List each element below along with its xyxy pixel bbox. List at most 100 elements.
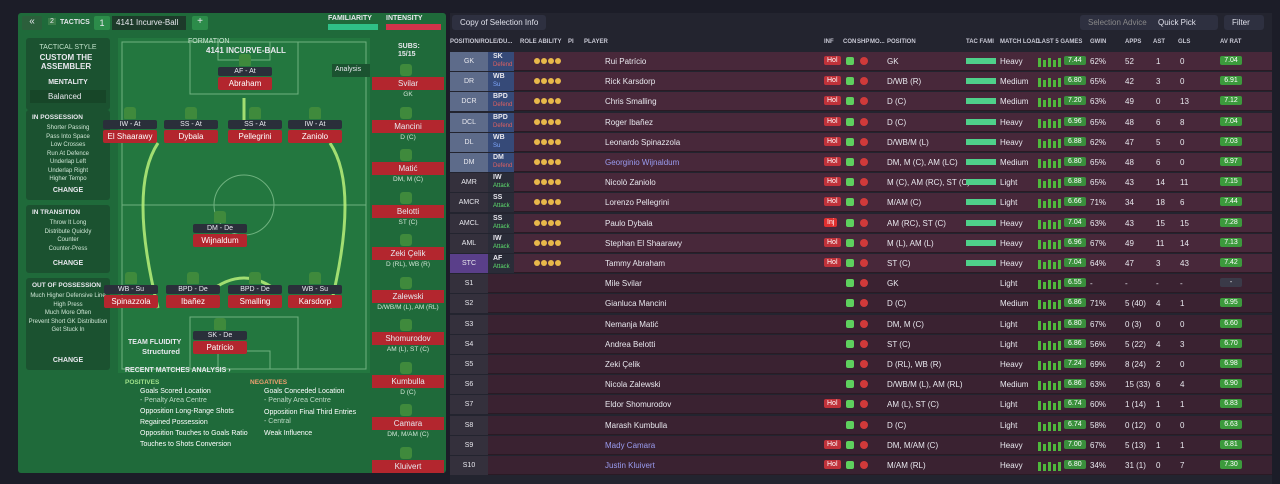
column-header[interactable]: GLS <box>1178 39 1191 45</box>
sub-name[interactable]: Kumbulla <box>372 374 444 388</box>
player[interactable]: SK - De Patrício <box>193 318 247 354</box>
table-row[interactable]: S8 Marash Kumbulla D (C) Light 6.74 58% 0 (12)… <box>450 415 1272 435</box>
player-name[interactable]: Leonardo Spinazzola <box>605 137 681 147</box>
player-name[interactable]: Mile Svilar <box>605 279 642 289</box>
ast: 14 <box>1156 178 1165 188</box>
column-header[interactable]: PLAYER <box>584 39 608 45</box>
column-header[interactable]: ROLE ABILITY <box>520 39 562 45</box>
table-row[interactable]: DR WB Su Rick Karsdorp Hol D/WB (R) Medium 6.80… <box>450 72 1272 92</box>
table-row[interactable]: S6 Nicola Zalewski D/WB/M (L), AM (RL) Medi… <box>450 375 1272 395</box>
view-select[interactable]: Copy of Selection Info <box>452 15 547 30</box>
quick-pick[interactable]: Quick Pick <box>1150 15 1218 30</box>
mentality[interactable]: Balanced <box>30 90 106 103</box>
player[interactable]: SS - At Dybala <box>164 107 218 143</box>
table-row[interactable]: S3 Nemanja Matić DM, M (C) Light 6.80 67% 0 (3… <box>450 314 1272 334</box>
table-row[interactable]: S9 Mady Camara Hol DM, M/AM (C) Heavy 7.00 67%… <box>450 435 1272 455</box>
player-name[interactable]: Rui Patrício <box>605 57 647 66</box>
player-name[interactable]: Nemanja Matić <box>605 319 659 329</box>
sub-name[interactable]: Belotti <box>372 204 444 218</box>
gls: 15 <box>1180 218 1189 228</box>
column-header[interactable]: MATCH LOAD <box>1000 39 1040 45</box>
table-row[interactable]: DCL BPD Defend Roger Ibañez Hol D (C) Heavy 6.9… <box>450 112 1272 132</box>
player-name[interactable]: Tammy Abraham <box>605 259 666 268</box>
table-row[interactable]: DCR BPD Defend Chris Smalling Hol D (C) Medium… <box>450 92 1272 112</box>
change-button[interactable]: CHANGE <box>52 357 84 364</box>
player-name[interactable]: Georginio Wijnaldum <box>605 158 680 167</box>
change-button[interactable]: CHANGE <box>52 260 84 267</box>
sub-position: DM, M (C) <box>393 176 423 183</box>
slot[interactable]: 1 <box>94 16 110 30</box>
player[interactable]: SS - At Pellegrini <box>228 107 282 143</box>
table-row[interactable]: STC AF Attack Tammy Abraham Hol ST (C) Heavy 7.… <box>450 254 1272 273</box>
player[interactable]: BPD - De Ibañez <box>166 272 220 308</box>
table-row[interactable]: GK SK Defend Rui Patrício Hol GK Heavy 7.44 62% 5… <box>450 52 1272 71</box>
player-name[interactable]: Nicolò Zaniolo <box>605 178 656 188</box>
player-name[interactable]: Paulo Dybala <box>605 218 653 228</box>
table-row[interactable]: DL WB Su Leonardo Spinazzola Hol D/WB/M (L) He… <box>450 132 1272 152</box>
player[interactable]: DM - De Wijnaldum <box>193 211 247 247</box>
table-row[interactable]: AML IW Attack Stephan El Shaarawy Hol M (L), … <box>450 233 1272 253</box>
column-header[interactable]: INF <box>824 39 834 45</box>
player[interactable]: WB - Su Karsdorp <box>288 272 342 308</box>
sub-name[interactable]: Shomurodov <box>372 332 444 345</box>
column-header[interactable]: POSITION <box>887 39 916 45</box>
player-name[interactable]: Chris Smalling <box>605 97 657 107</box>
player-name[interactable]: Andrea Belotti <box>605 339 656 349</box>
player-name[interactable]: Lorenzo Pellegrini <box>605 198 670 208</box>
table-row[interactable]: S2 Gianluca Mancini D (C) Medium 6.86 71% 5 (4… <box>450 294 1272 314</box>
change-button[interactable]: CHANGE <box>52 187 84 194</box>
table-row[interactable]: AMR IW Attack Nicolò Zaniolo Hol M (C), AM (R… <box>450 173 1272 193</box>
column-header[interactable]: TAC FAMI <box>966 39 994 45</box>
table-row[interactable]: S4 Andrea Belotti ST (C) Light 6.86 56% 5 (22)… <box>450 334 1272 354</box>
column-header[interactable]: APPS <box>1125 39 1142 45</box>
add-button[interactable]: + <box>192 16 208 30</box>
filter[interactable]: Filter <box>1224 15 1264 30</box>
gls: 14 <box>1180 238 1189 248</box>
formation-select[interactable]: 4141 Incurve-Ball <box>112 16 186 30</box>
table-row[interactable]: S5 Zeki Çelik D (RL), WB (R) Heavy 7.24 69% 8 … <box>450 355 1272 374</box>
table-row[interactable]: S10 Justin Kluivert Hol M/AM (RL) Heavy 6.80 3… <box>450 456 1272 475</box>
sub-name[interactable]: Camara <box>372 417 444 430</box>
sub-name[interactable]: Zalewski <box>372 289 444 303</box>
player[interactable]: IW - At Zaniolo <box>288 107 342 143</box>
player-name[interactable]: Nicola Zalewski <box>605 380 661 390</box>
player-name[interactable]: Marash Kumbulla <box>605 420 668 430</box>
player[interactable]: IW - At El Shaarawy <box>103 107 157 143</box>
sub-name[interactable]: Matić <box>372 162 444 175</box>
player-name[interactable]: Gianluca Mancini <box>605 299 667 309</box>
player[interactable]: WB - Su Spinazzola <box>104 272 158 308</box>
sub-name[interactable]: Svilar <box>372 77 444 90</box>
table-row[interactable]: DM DM Defend Georginio Wijnaldum Hol DM, M (C… <box>450 153 1272 172</box>
player-name[interactable]: Eldor Shomurodov <box>605 400 672 410</box>
formation[interactable]: 4141 INCURVE-BALL <box>206 46 286 55</box>
player-name[interactable]: Mady Camara <box>605 440 656 450</box>
table-row[interactable]: AMCL SS Attack Paulo Dybala Inj AM (RC), ST (… <box>450 213 1272 233</box>
table-row[interactable]: AMCR SS Attack Lorenzo Pellegrini Hol M/AM (C… <box>450 193 1272 213</box>
player-name[interactable]: Zeki Çelik <box>605 360 641 369</box>
column-header[interactable]: AV RAT <box>1220 39 1242 45</box>
player[interactable]: AF - At Abraham <box>218 54 272 90</box>
sub-name[interactable]: Zeki Çelik <box>372 247 444 260</box>
column-header[interactable]: SHP <box>857 39 870 45</box>
selection-advice[interactable]: Selection Advice <box>1080 15 1155 30</box>
player-name[interactable]: Rick Karsdorp <box>605 77 656 87</box>
table-row[interactable]: S1 Mile Svilar GK Light 6.55- - - - - <box>450 274 1272 294</box>
column-header[interactable]: POSITION/ROLE/DU... <box>450 39 513 45</box>
player-name[interactable]: Roger Ibañez <box>605 117 654 127</box>
player-name[interactable]: Stephan El Shaarawy <box>605 238 682 248</box>
column-header[interactable]: PI <box>568 39 574 45</box>
analysis-button[interactable]: Analysis <box>332 64 370 77</box>
sub-name[interactable]: Kluivert <box>372 459 444 473</box>
column-header[interactable]: GWIN <box>1090 39 1107 45</box>
player[interactable]: BPD - De Smalling <box>228 272 282 308</box>
gls: 1 <box>1180 299 1185 309</box>
back-button[interactable]: « <box>22 16 42 30</box>
column-header[interactable]: LAST 5 GAMES <box>1038 39 1083 45</box>
column-header[interactable]: MO... <box>870 39 885 45</box>
recent-title[interactable]: RECENT MATCHES ANALYSIS › <box>125 367 231 374</box>
sub-name[interactable]: Mancini <box>372 119 444 133</box>
table-row[interactable]: S7 Eldor Shomurodov Hol AM (L), ST (C) Light… <box>450 395 1272 415</box>
player-name[interactable]: Justin Kluivert <box>605 461 655 470</box>
column-header[interactable]: CON <box>843 39 857 45</box>
column-header[interactable]: AST <box>1153 39 1165 45</box>
